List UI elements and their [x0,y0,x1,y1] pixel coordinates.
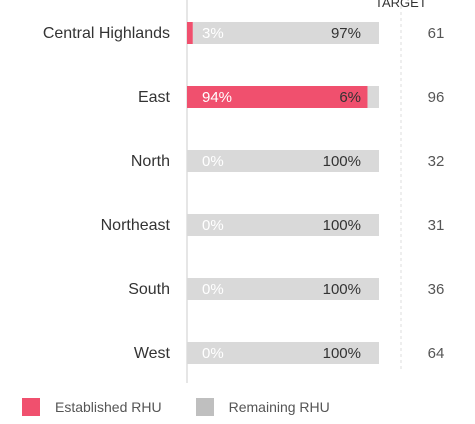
legend-label-remaining: Remaining RHU [228,399,330,415]
data-label-remaining-central-highlands: 97% [331,25,361,42]
data-label-established-east: 94% [202,89,232,106]
category-label-west: West [134,345,171,362]
data-label-established-northeast: 0% [202,217,224,234]
target-header: TARGET [375,0,427,10]
bar-remaining-central-highlands [192,22,379,44]
target-value-northeast: 31 [428,217,445,234]
data-label-established-north: 0% [202,153,224,170]
data-label-remaining-north: 100% [323,153,361,170]
category-label-central-highlands: Central Highlands [43,25,170,42]
legend-label-established: Established RHU [55,399,162,415]
category-label-east: East [138,89,171,106]
target-value-east: 96 [428,89,445,106]
legend-item-established: Established RHU [22,398,162,416]
category-label-north: North [131,153,170,170]
data-label-remaining-west: 100% [323,345,361,362]
data-label-established-south: 0% [202,281,224,298]
category-label-south: South [128,281,170,298]
data-label-established-central-highlands: 3% [202,25,224,42]
bar-remaining-south [187,278,379,300]
bar-established-east [187,86,368,108]
legend-swatch-remaining [195,398,214,416]
bar-remaining-northeast [187,214,379,236]
target-value-west: 64 [428,345,445,362]
target-value-central-highlands: 61 [428,25,445,42]
data-label-remaining-northeast: 100% [323,217,361,234]
legend: Established RHU Remaining RHU [22,398,364,416]
data-label-remaining-east: 6% [339,89,361,106]
target-value-south: 36 [428,281,445,298]
category-label-northeast: Northeast [101,217,171,234]
target-value-north: 32 [428,153,445,170]
legend-item-remaining: Remaining RHU [195,398,330,416]
bar-established-central-highlands [187,22,193,44]
legend-swatch-established [22,398,40,416]
data-label-remaining-south: 100% [323,281,361,298]
bar-remaining-north [187,150,379,172]
data-label-established-west: 0% [202,345,224,362]
bar-remaining-west [187,342,379,364]
bar-remaining-east [367,86,379,108]
